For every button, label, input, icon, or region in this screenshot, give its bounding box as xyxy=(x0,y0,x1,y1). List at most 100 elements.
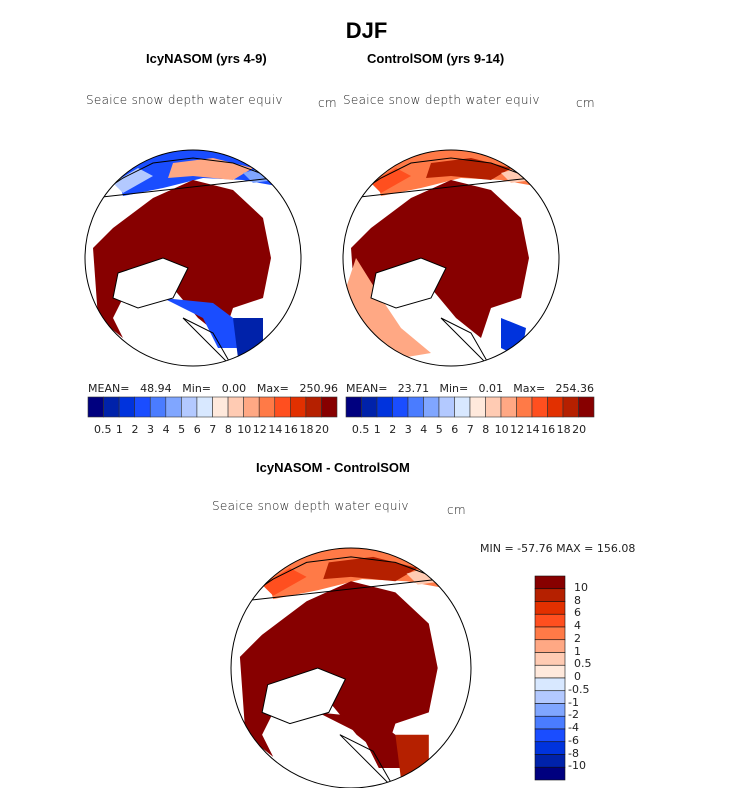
map-field xyxy=(239,548,457,788)
panel-3-units: cm xyxy=(447,503,466,517)
colorbar-b-tick-label: 5 xyxy=(435,423,443,436)
colorbar-b-box xyxy=(438,396,455,418)
coastline xyxy=(440,317,492,366)
diff-colorbar-tick-label: 6 xyxy=(574,606,581,620)
colorbar-a-box xyxy=(212,396,229,418)
colorbar-a-tick-label: 0.5 xyxy=(93,423,112,436)
colorbar-a-tick-label: 20 xyxy=(315,423,330,436)
polar-map-c xyxy=(230,547,472,788)
map-boundary-circle xyxy=(84,149,302,367)
diff-colorbar-tick-label: -6 xyxy=(568,733,579,747)
colorbar-b-box xyxy=(376,396,393,418)
colorbar-b-tick-label: 4 xyxy=(420,423,428,436)
diff-colorbar-tick-label: 8 xyxy=(574,593,581,607)
colorbar-b-box xyxy=(485,396,502,418)
colorbar-a-box xyxy=(227,396,244,418)
diff-colorbar-tick-label: -4 xyxy=(568,721,579,734)
north-sector-patch xyxy=(168,158,253,180)
north-sector-patch xyxy=(323,556,418,582)
colorbar-b-tick-label: 14 xyxy=(525,423,540,436)
colorbar-b-tick-label: 0.5 xyxy=(351,423,370,436)
diff-colorbar-box xyxy=(534,754,566,768)
diff-colorbar-box xyxy=(534,690,566,704)
min-value: 0.01 xyxy=(478,382,503,395)
colorbar-b-tick-label: 7 xyxy=(466,423,474,436)
greenland-outline xyxy=(370,257,447,309)
max-label: Max= xyxy=(256,382,289,395)
panel-2-title: ControlSOM (yrs 9-14) xyxy=(367,51,505,66)
colorbar-a-tick-label: 12 xyxy=(252,423,267,436)
colorbar-a-tick-label: 18 xyxy=(299,423,314,436)
diff-colorbar-box xyxy=(534,575,566,590)
north-sector-patch xyxy=(426,158,511,180)
mean-value: 23.71 xyxy=(397,382,430,395)
sea-ice-main xyxy=(93,180,271,338)
north-sector-patch xyxy=(262,568,307,596)
diff-colorbar-tick-label: 2 xyxy=(574,631,581,645)
colorbar-a-box xyxy=(196,396,213,418)
panel-3-stats: MIN = -57.76 MAX = 156.08 xyxy=(480,542,636,555)
colorbar-a-box xyxy=(258,396,276,418)
diff-colorbar-tick-label: 10 xyxy=(574,580,588,594)
diff-colorbar-box xyxy=(534,588,566,602)
diff-colorbar-tick-label: -2 xyxy=(568,708,579,722)
panel-2-units: cm xyxy=(576,96,595,110)
colorbar-a-box xyxy=(305,396,322,418)
map-field xyxy=(92,150,288,366)
colorbar-b-tick-label: 16 xyxy=(541,423,556,436)
min-label: Min= xyxy=(439,382,469,395)
diff-colorbar-box xyxy=(534,613,566,628)
panel-1-title: IcyNASOM (yrs 4-9) xyxy=(146,51,267,66)
colorbar-a-tick-label: 7 xyxy=(209,423,217,436)
colorbar-b-tick-label: 20 xyxy=(572,423,587,436)
colorbar-a-box xyxy=(134,396,151,418)
colorbar-a-tick-label: 14 xyxy=(268,423,283,436)
hudson-bay-patch xyxy=(163,298,243,348)
colorbar-a-box xyxy=(149,396,167,418)
diff-colorbar-box xyxy=(534,741,566,755)
colorbar-a-tick-label: 6 xyxy=(193,423,201,436)
colorbar-a-tick-label: 5 xyxy=(178,423,186,436)
coastline xyxy=(339,734,396,788)
diff-colorbar-tick-label: -10 xyxy=(568,759,586,773)
colorbar-a-tick-label: 10 xyxy=(237,423,252,436)
figure-title: DJF xyxy=(345,18,388,43)
min-value: 0.00 xyxy=(221,382,247,395)
colorbar-b-tick-label: 3 xyxy=(404,423,412,436)
diff-colorbar-box xyxy=(534,626,566,641)
max-value: 254.36 xyxy=(555,382,594,395)
north-sector-patch xyxy=(113,168,153,193)
map-boundary-circle xyxy=(230,547,472,788)
colorbar-a-box xyxy=(103,396,120,418)
mean-label: MEAN= xyxy=(88,382,130,395)
colorbar-b-box xyxy=(547,396,564,418)
panel-2-stats: MEAN= 23.71 Min= 0.01 Max= 254.36 xyxy=(346,382,594,395)
colorbar-b-box xyxy=(469,396,486,418)
diff-colorbar-box xyxy=(534,677,566,692)
colorbar-b-box xyxy=(392,396,409,418)
colorbar-a-box xyxy=(118,396,135,418)
colorbar-b-box xyxy=(562,396,579,418)
colorbar-a-box xyxy=(181,396,198,418)
diff-colorbar-box xyxy=(534,766,566,781)
polar-map-a xyxy=(84,149,302,367)
colorbar-b-box xyxy=(454,396,471,418)
panel-3-variable: Seaice snow depth water equiv xyxy=(212,499,409,513)
colorbar-a-box xyxy=(321,396,338,418)
colorbar-b-box xyxy=(407,396,424,418)
mean-label: MEAN= xyxy=(346,382,388,395)
colorbar-b-tick-label: 2 xyxy=(389,423,397,436)
colorbar-b-box xyxy=(531,396,548,418)
colorbar-b-tick-label: 18 xyxy=(556,423,571,436)
map-field xyxy=(346,150,546,366)
min-label: Min= xyxy=(182,382,212,395)
panel-1-units: cm xyxy=(318,96,337,110)
diff-colorbar-tick-label: -0.5 xyxy=(568,682,590,696)
diff-colorbar-box xyxy=(534,652,566,666)
diff-colorbar-tick-label: -8 xyxy=(568,746,579,760)
colorbar-b-box xyxy=(500,396,517,418)
colorbar-b-tick-label: 8 xyxy=(482,423,490,436)
colorbar-a-tick-label: 3 xyxy=(147,423,155,436)
diff-colorbar-box xyxy=(534,715,566,730)
